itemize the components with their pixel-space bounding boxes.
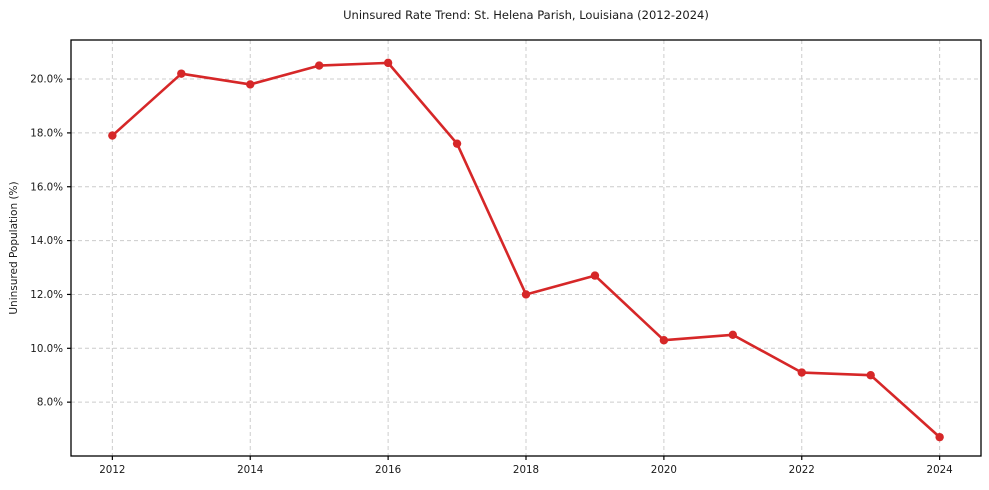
x-tick-label: 2018 xyxy=(513,464,539,476)
chart-title: Uninsured Rate Trend: St. Helena Parish,… xyxy=(343,8,709,22)
y-tick-label: 18.0% xyxy=(30,127,63,139)
data-point-2015 xyxy=(314,61,324,70)
data-point-2020 xyxy=(659,336,669,345)
y-tick-label: 8.0% xyxy=(37,397,63,409)
y-tick-label: 16.0% xyxy=(30,181,63,193)
data-point-2012 xyxy=(108,131,117,140)
y-tick-label: 14.0% xyxy=(30,235,63,247)
y-tick-label: 10.0% xyxy=(30,343,63,355)
data-point-2019 xyxy=(590,271,600,280)
data-point-2018 xyxy=(521,290,531,299)
x-tick-label: 2014 xyxy=(237,464,263,476)
x-tick-label: 2024 xyxy=(927,464,953,476)
data-point-2017 xyxy=(452,139,462,148)
data-point-2021 xyxy=(728,330,738,340)
data-point-2014 xyxy=(246,80,255,89)
x-tick-label: 2016 xyxy=(375,464,401,476)
data-point-2023 xyxy=(866,371,875,380)
data-point-2024 xyxy=(935,432,944,442)
x-tick-label: 2020 xyxy=(651,464,677,476)
y-tick-label: 12.0% xyxy=(30,289,63,301)
data-point-2016 xyxy=(383,58,393,68)
x-tick-label: 2022 xyxy=(789,464,815,476)
x-tick-label: 2012 xyxy=(99,464,125,476)
data-point-2013 xyxy=(177,69,186,78)
data-point-2022 xyxy=(797,368,806,377)
y-tick-label: 20.0% xyxy=(30,74,63,86)
